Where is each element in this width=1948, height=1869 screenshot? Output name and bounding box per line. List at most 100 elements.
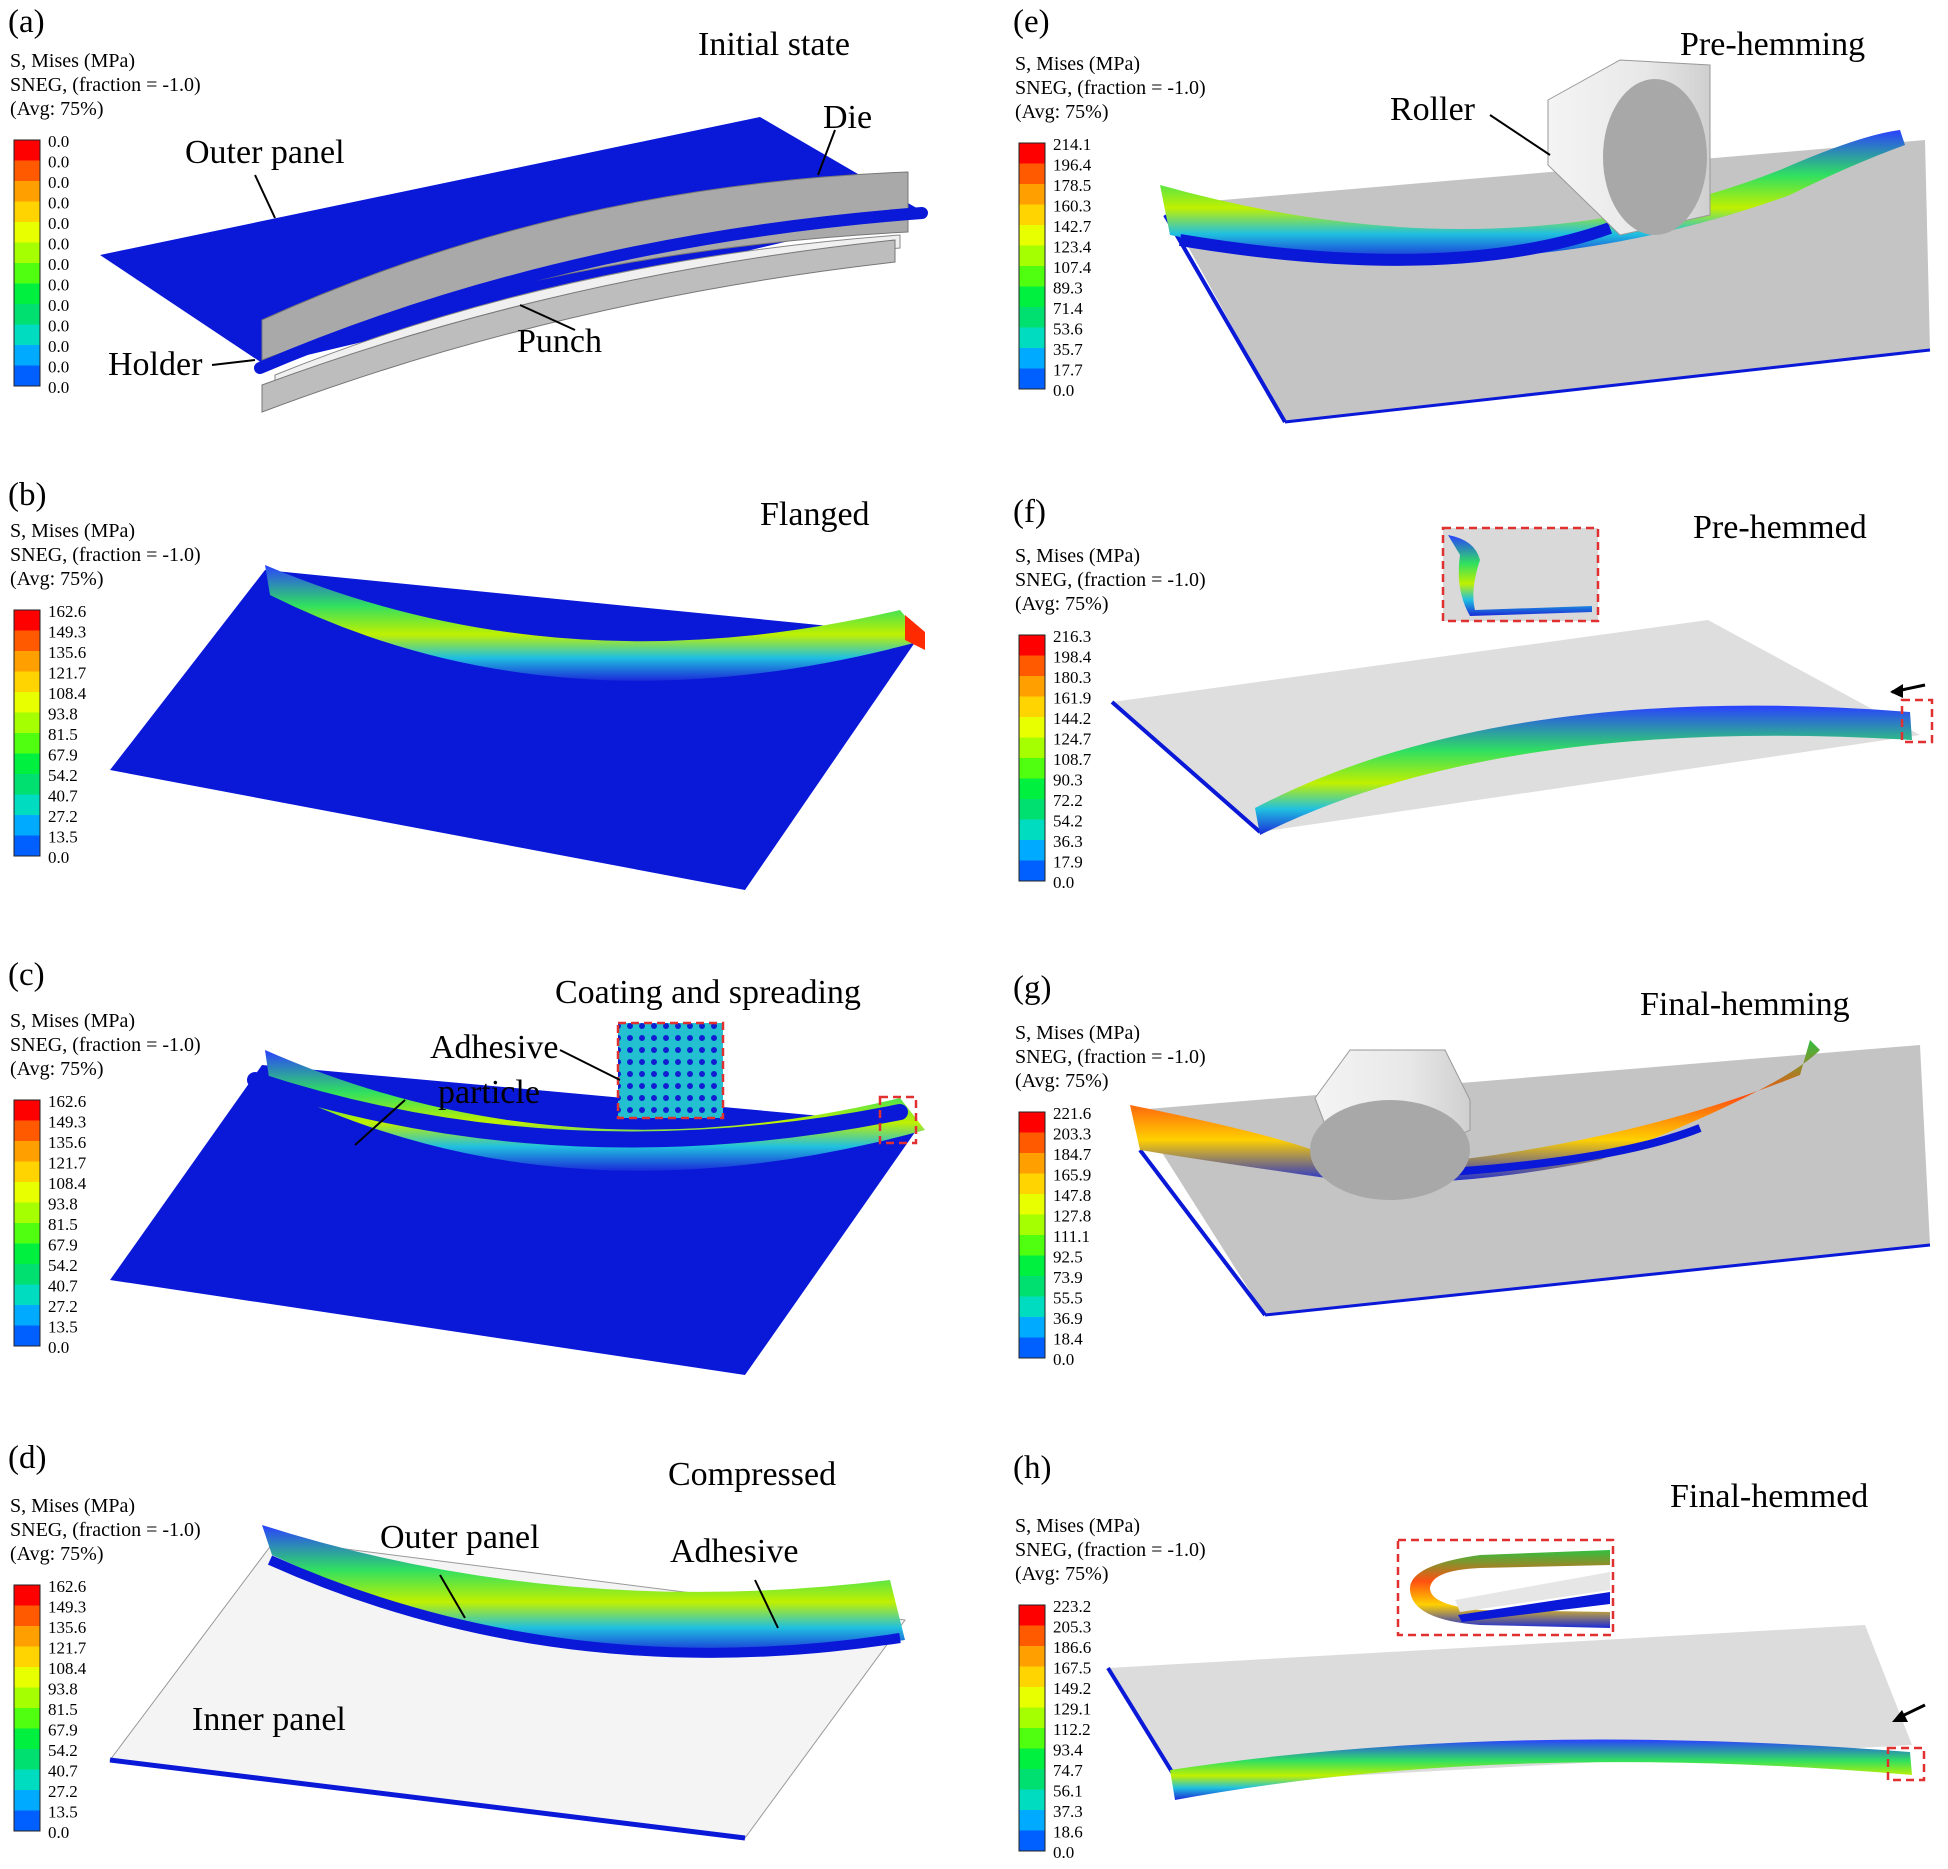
panel-tag-e: (e) <box>1013 4 1050 40</box>
legend-header-line: SNEG, (fraction = -1.0) <box>10 544 201 566</box>
legend-color-swatch <box>14 1810 40 1831</box>
legend-value: 27.2 <box>48 1297 78 1316</box>
panel-f: S, Mises (MPa)SNEG, (fraction = -1.0)(Av… <box>1015 526 1934 892</box>
legend-color-swatch <box>1019 1748 1045 1769</box>
legend-value: 124.7 <box>1053 730 1092 749</box>
legend-frame <box>1018 1604 1046 1852</box>
legend-value: 13.5 <box>48 1803 78 1822</box>
legend-color-swatch <box>1019 1707 1045 1728</box>
legend-value: 198.4 <box>1053 648 1092 667</box>
legend-value: 135.6 <box>48 1618 86 1637</box>
legend-color-swatch <box>1019 1810 1045 1831</box>
legend-value: 135.6 <box>48 643 86 662</box>
legend-color-swatch <box>1019 327 1045 348</box>
legend-color-swatch <box>14 1790 40 1811</box>
legend-value: 27.2 <box>48 1782 78 1801</box>
legend-value: 0.0 <box>48 214 69 233</box>
legend-value: 73.9 <box>1053 1268 1083 1287</box>
legend-value: 147.8 <box>1053 1186 1091 1205</box>
legend-value: 0.0 <box>48 153 69 172</box>
legend-value: 111.1 <box>1053 1227 1090 1246</box>
legend-value: 13.5 <box>48 1318 78 1337</box>
legend-color-swatch <box>1019 696 1045 717</box>
panel-d-legend: S, Mises (MPa)SNEG, (fraction = -1.0)(Av… <box>10 1495 201 1842</box>
panel-tag-d: (d) <box>8 1440 46 1476</box>
legend-value: 205.3 <box>1053 1618 1091 1637</box>
inner-panel-edge-bottom <box>1264 1243 1931 1317</box>
legend-value: 108.4 <box>48 1174 87 1193</box>
legend-color-swatch <box>1019 1789 1045 1810</box>
legend-color-swatch <box>14 160 40 181</box>
panel-g: S, Mises (MPa)SNEG, (fraction = -1.0)(Av… <box>1015 1022 1931 1369</box>
legend-value: 149.2 <box>1053 1679 1091 1698</box>
legend-value: 142.7 <box>1053 217 1092 236</box>
legend-color-swatch <box>14 1120 40 1141</box>
leader-outer-panel <box>439 1574 466 1619</box>
label-adhesive: Adhesive <box>430 1029 558 1066</box>
legend-value: 74.7 <box>1053 1761 1083 1780</box>
legend-value: 67.9 <box>48 746 78 765</box>
panel-title-h: Final-hemmed <box>1670 1478 1868 1515</box>
panel-title-f: Pre-hemmed <box>1693 509 1867 546</box>
legend-color-swatch <box>1019 1235 1045 1256</box>
legend-header-line: SNEG, (fraction = -1.0) <box>10 1034 201 1056</box>
legend-color-swatch <box>14 222 40 243</box>
legend-color-swatch <box>14 1687 40 1708</box>
legend-color-swatch <box>1019 1112 1045 1133</box>
legend-header-line: (Avg: 75%) <box>10 98 104 120</box>
legend-color-swatch <box>1019 1214 1045 1235</box>
legend-value: 17.9 <box>1053 853 1083 872</box>
legend-value: 67.9 <box>48 1236 78 1255</box>
legend-value: 203.3 <box>1053 1125 1091 1144</box>
legend-value: 71.4 <box>1053 299 1083 318</box>
leader-punch <box>519 304 576 331</box>
flange-hot-spot <box>905 615 925 650</box>
label-outer-panel: Outer panel <box>185 134 345 171</box>
inner-panel-sheet <box>1135 1045 1930 1315</box>
inset-inner-panel <box>1455 1572 1610 1612</box>
legend-value: 214.1 <box>1053 135 1091 154</box>
legend-value: 184.7 <box>1053 1145 1092 1164</box>
legend-color-swatch <box>14 242 40 263</box>
legend-header-line: (Avg: 75%) <box>1015 1070 1109 1092</box>
legend-color-swatch <box>14 1223 40 1244</box>
legend-value: 180.3 <box>1053 668 1091 687</box>
legend-value: 121.7 <box>48 1639 87 1658</box>
legend-value: 0.0 <box>1053 1843 1074 1862</box>
legend-value: 37.3 <box>1053 1802 1083 1821</box>
legend-value: 0.0 <box>48 235 69 254</box>
inset-hem <box>1448 535 1592 616</box>
panel-g-legend: S, Mises (MPa)SNEG, (fraction = -1.0)(Av… <box>1015 1022 1206 1369</box>
legend-value: 0.0 <box>48 1823 69 1842</box>
legend-color-swatch <box>1019 348 1045 369</box>
legend-header-line: SNEG, (fraction = -1.0) <box>1015 1046 1206 1068</box>
legend-value: 55.5 <box>1053 1289 1083 1308</box>
legend-header-line: S, Mises (MPa) <box>1015 53 1140 75</box>
legend-value: 121.7 <box>48 664 87 683</box>
legend-value: 160.3 <box>1053 197 1091 216</box>
label-adhesive: Adhesive <box>670 1533 798 1570</box>
legend-color-swatch <box>1019 799 1045 820</box>
legend-header-line: S, Mises (MPa) <box>10 1010 135 1032</box>
legend-value: 0.0 <box>48 317 69 336</box>
outer-panel-stress-strip <box>262 1525 905 1654</box>
legend-header-line: (Avg: 75%) <box>1015 593 1109 615</box>
legend-value: 186.6 <box>1053 1638 1091 1657</box>
legend-value: 36.9 <box>1053 1309 1083 1328</box>
legend-color-swatch <box>1019 860 1045 881</box>
legend-value: 81.5 <box>48 1215 78 1234</box>
panel-tag-a: (a) <box>8 4 45 40</box>
legend-value: 93.8 <box>48 705 78 724</box>
legend-color-swatch <box>14 835 40 856</box>
hem-detail-inset <box>1441 526 1600 623</box>
legend-value: 0.0 <box>48 337 69 356</box>
legend-value: 81.5 <box>48 1700 78 1719</box>
legend-value: 93.4 <box>1053 1741 1083 1760</box>
legend-header-line: S, Mises (MPa) <box>10 1495 135 1517</box>
legend-value: 127.8 <box>1053 1207 1091 1226</box>
outer-panel-sheet <box>110 570 920 890</box>
hem-stress-strip <box>1160 130 1905 260</box>
legend-color-swatch <box>14 140 40 161</box>
legend-header-line: (Avg: 75%) <box>10 1058 104 1080</box>
panel-tag-b: (b) <box>8 477 46 513</box>
